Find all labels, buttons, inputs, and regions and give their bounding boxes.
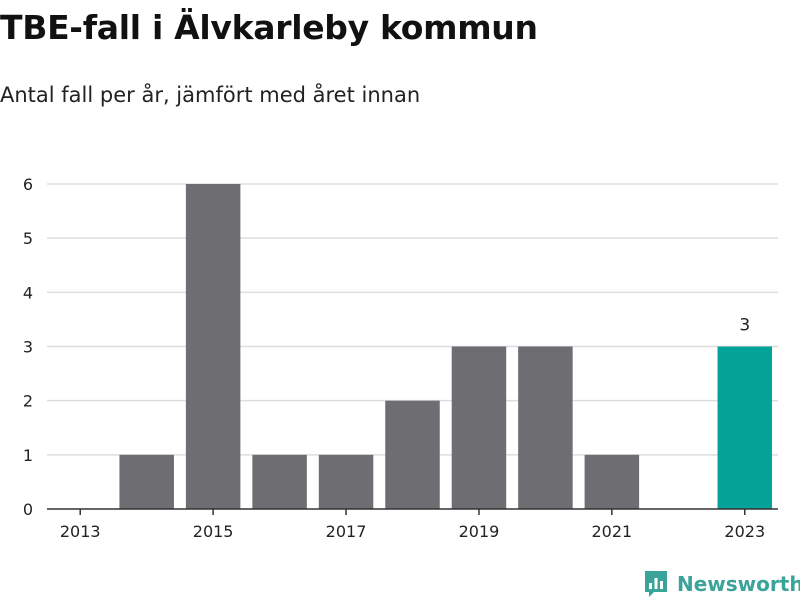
bar-chart-speech-bubble-icon bbox=[645, 571, 667, 597]
y-tick-label: 4 bbox=[23, 283, 33, 302]
x-tick-label: 2019 bbox=[459, 522, 500, 541]
bar bbox=[119, 454, 174, 509]
x-tick-label: 2023 bbox=[724, 522, 765, 541]
chart-subtitle: Antal fall per år, jämfört med året inna… bbox=[0, 83, 421, 107]
x-tick-label: 2021 bbox=[592, 522, 633, 541]
y-tick-label: 2 bbox=[23, 392, 33, 411]
y-tick-label: 5 bbox=[23, 229, 33, 248]
chart-title: TBE-fall i Älvkarleby kommun bbox=[0, 8, 538, 47]
x-tick-label: 2017 bbox=[326, 522, 367, 541]
y-tick-label: 0 bbox=[23, 500, 33, 519]
x-tick-label: 2015 bbox=[193, 522, 234, 541]
x-tick-label: 2013 bbox=[60, 522, 101, 541]
data-label: 3 bbox=[739, 316, 750, 336]
brand-name: Newsworthy bbox=[677, 572, 800, 596]
bar bbox=[318, 454, 374, 509]
y-tick-label: 6 bbox=[23, 175, 33, 194]
bar bbox=[584, 454, 640, 509]
bar bbox=[385, 400, 440, 509]
y-tick-label: 3 bbox=[23, 338, 33, 357]
bar bbox=[252, 454, 307, 509]
bar bbox=[518, 346, 573, 509]
brand-logo: Newsworthy bbox=[643, 569, 800, 599]
y-tick-label: 1 bbox=[23, 446, 33, 465]
bar-highlight bbox=[717, 346, 773, 509]
bar bbox=[451, 346, 507, 509]
bar bbox=[185, 184, 241, 509]
